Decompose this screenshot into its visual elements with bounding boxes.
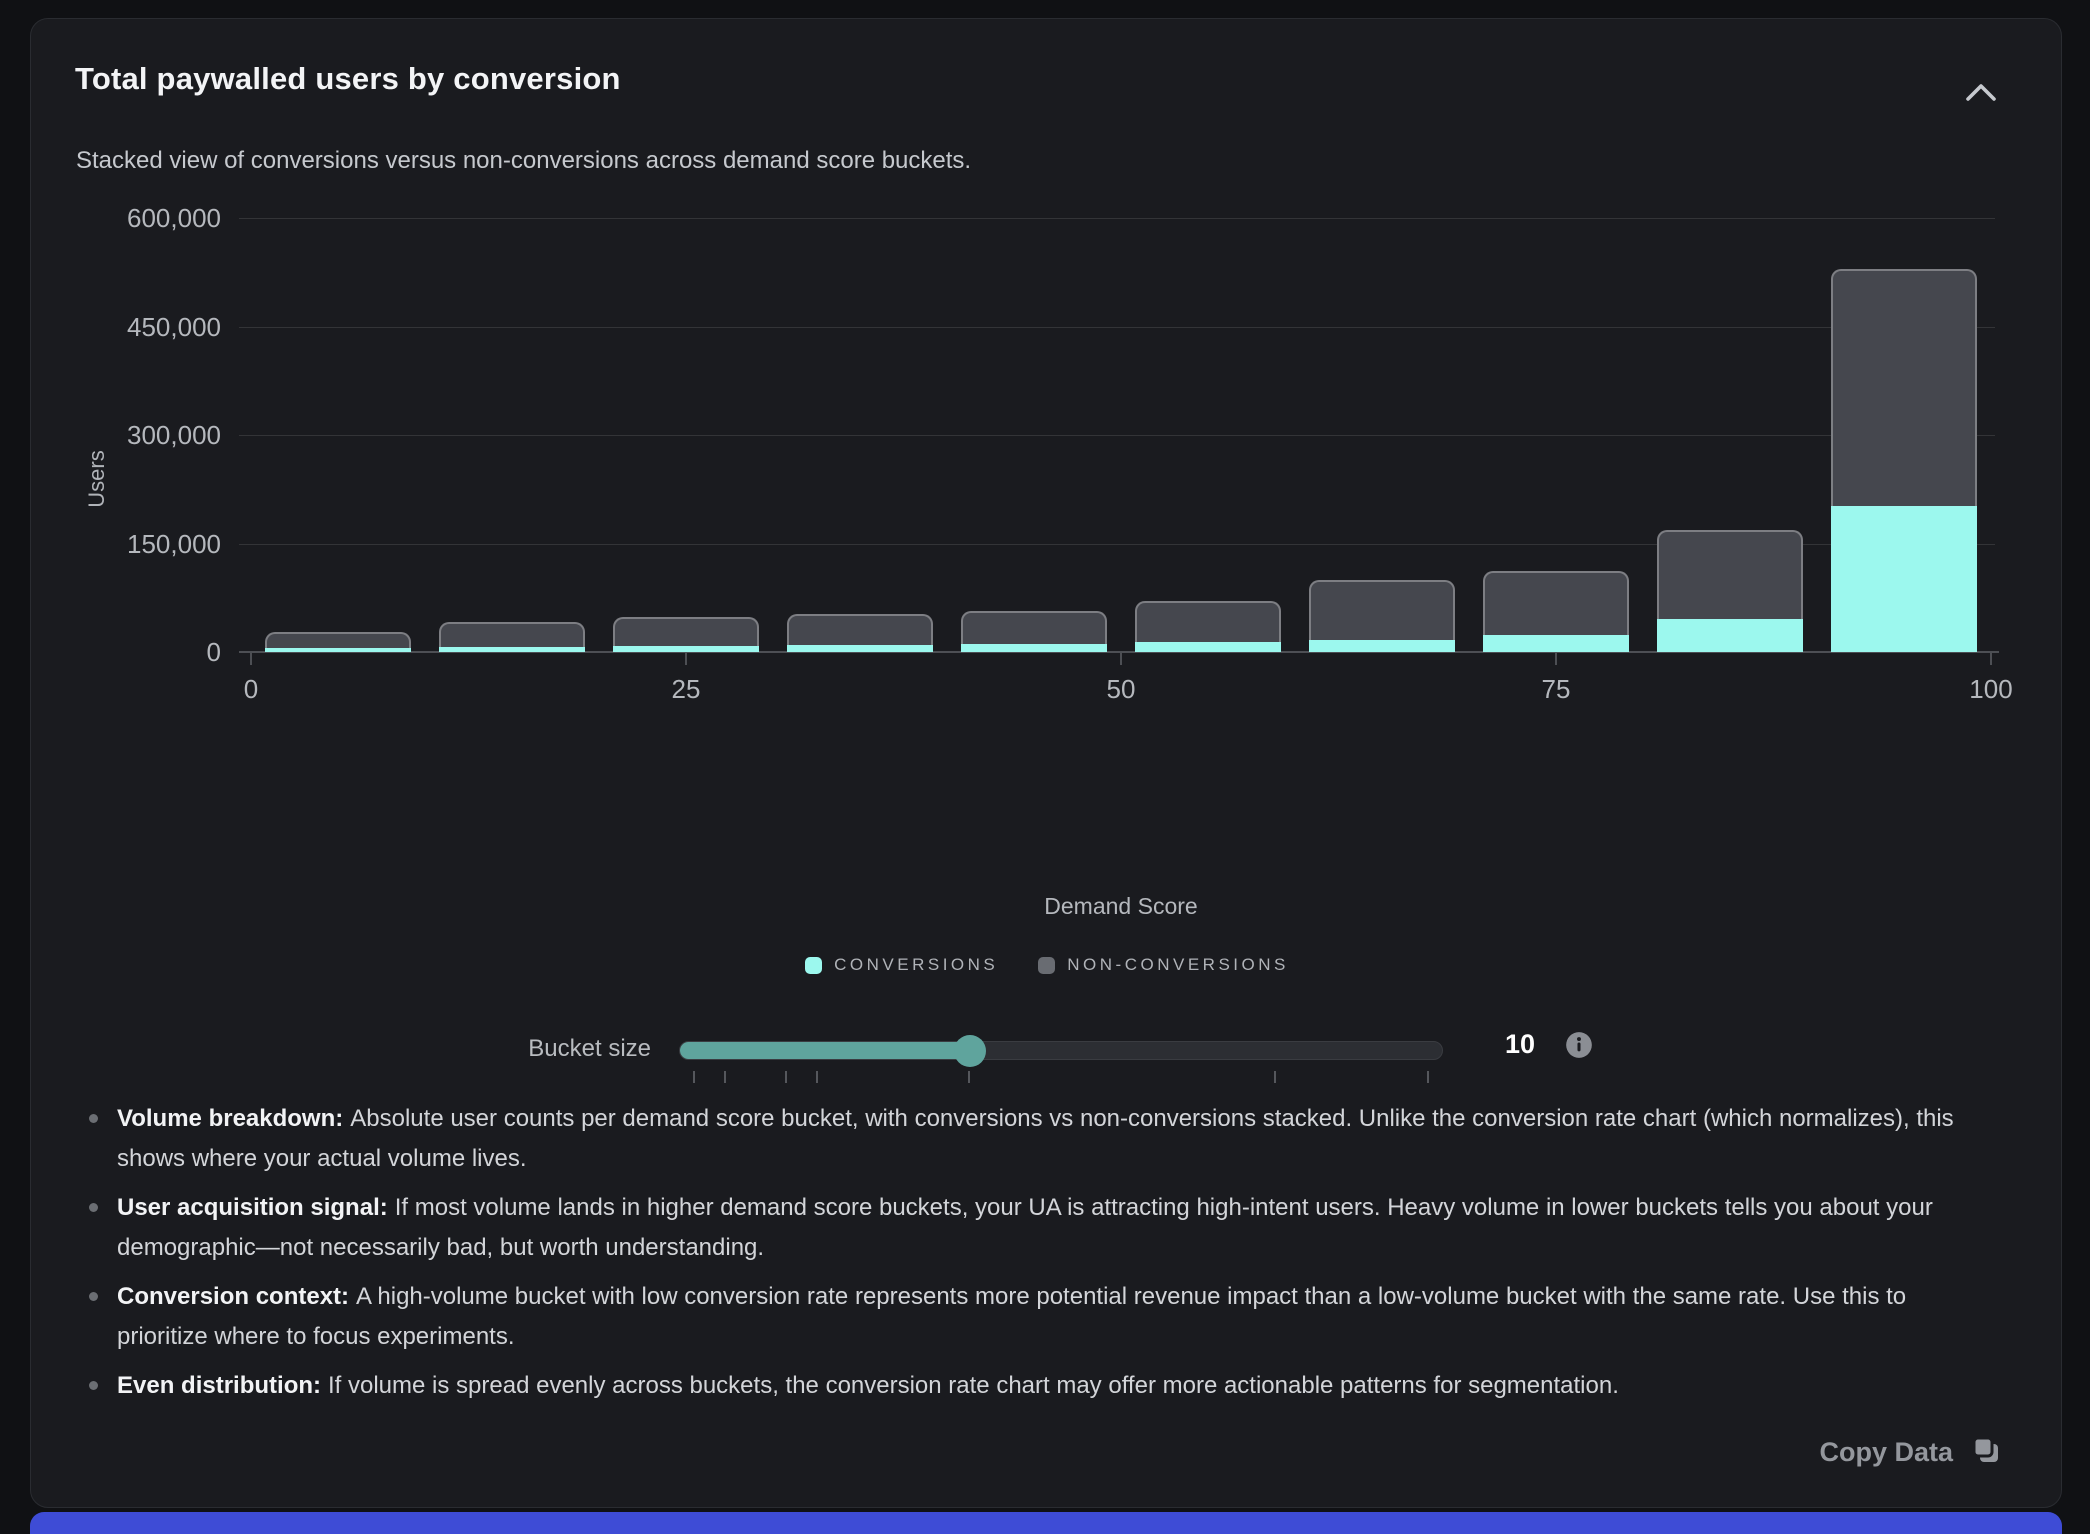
y-tick-label: 450,000 [127, 311, 221, 342]
bucket-size-value: 10 [1504, 1029, 1535, 1059]
stacked-bar-70-80 [1483, 571, 1629, 652]
x-tick-label: 75 [1541, 674, 1571, 704]
conversions-segment [613, 646, 759, 652]
bucket-size-slider[interactable] [679, 1035, 1443, 1067]
slider-tick-mark [968, 1071, 971, 1083]
stacked-bar-50-60 [1135, 601, 1281, 652]
chart-card: Total paywalled users by conversion Stac… [30, 18, 2062, 1508]
conversions-segment [1309, 640, 1455, 652]
x-tick-label: 100 [1969, 674, 2013, 704]
stacked-bar-90-100 [1831, 269, 1977, 652]
conversions-segment [439, 647, 585, 652]
gridline [239, 326, 1995, 328]
x-axis-title: Demand Score [1044, 893, 1198, 919]
copy-data-button[interactable]: Copy Data [1819, 1435, 2001, 1470]
x-tick-mark [250, 653, 252, 665]
x-axis-labels: 0 25 50 75 100 [244, 674, 2013, 708]
x-tick-mark [1555, 653, 1557, 665]
y-tick-label: 150,000 [127, 528, 221, 559]
conversions-segment [1657, 619, 1803, 652]
gridline [239, 543, 1995, 545]
slider-tick-mark [693, 1071, 696, 1083]
bullet-even-distribution: Even distribution: If volume is spread ev… [87, 1366, 1987, 1406]
slider-tick-mark [1273, 1071, 1276, 1083]
legend-item-conversions[interactable]: CONVERSIONS [805, 955, 998, 975]
page-title: Total paywalled users by conversion [75, 61, 621, 96]
x-axis-line [239, 651, 1999, 653]
gridline [239, 218, 1995, 219]
non-conversions-swatch-icon [1038, 956, 1056, 974]
x-tick-mark [1120, 653, 1122, 665]
slider-ticks [679, 1071, 1443, 1085]
stacked-bar-0-10 [265, 632, 411, 652]
info-icon [1565, 1032, 1593, 1062]
conversions-segment [1483, 635, 1629, 652]
conversions-swatch-icon [805, 956, 823, 974]
bucket-size-label: Bucket size [528, 1035, 651, 1062]
bullet-volume-breakdown: Volume breakdown: Absolute user counts pe… [87, 1099, 1987, 1179]
copy-icon [1971, 1435, 2001, 1470]
y-axis-title: Users [84, 450, 109, 508]
conversions-segment [961, 644, 1107, 652]
legend-label-non-conversions: NON-CONVERSIONS [1067, 955, 1289, 974]
y-tick-label: 0 [206, 637, 221, 667]
stacked-bar-60-70 [1309, 580, 1455, 652]
slider-fill [680, 1042, 971, 1059]
info-button[interactable] [1565, 1031, 1593, 1059]
legend-item-non-conversions[interactable]: NON-CONVERSIONS [1038, 955, 1289, 975]
collapse-button[interactable] [1959, 75, 2003, 111]
next-card-edge[interactable] [30, 1512, 2062, 1534]
conversions-segment [1135, 642, 1281, 652]
gridline [239, 435, 1995, 436]
stacked-bar-30-40 [787, 614, 933, 652]
legend: CONVERSIONS NON-CONVERSIONS [31, 955, 2063, 975]
plot-area [239, 218, 1999, 665]
x-tick-mark [1990, 653, 1992, 665]
chart-subtitle: Stacked view of conversions versus non-c… [76, 147, 972, 174]
stacked-bar-80-90 [1657, 530, 1803, 652]
conversions-segment [1831, 506, 1977, 652]
legend-label-conversions: CONVERSIONS [834, 955, 999, 974]
bullet-user-acquisition: User acquisition signal: If most volume l… [87, 1188, 1987, 1268]
stacked-bar-40-50 [961, 611, 1107, 652]
conversions-segment [787, 645, 933, 652]
stacked-bar-20-30 [613, 617, 759, 652]
x-tick-mark [685, 653, 687, 665]
chevron-up-icon [1964, 83, 1998, 107]
y-tick-label: 600,000 [127, 203, 221, 233]
x-tick-label: 25 [671, 674, 701, 704]
slider-tick-mark [815, 1071, 818, 1083]
stacked-bar-10-20 [439, 622, 585, 652]
y-tick-label: 300,000 [127, 420, 221, 450]
slider-tick-mark [1426, 1071, 1429, 1083]
x-tick-label: 50 [1106, 674, 1136, 704]
conversions-segment [265, 648, 411, 652]
slider-tick-mark [723, 1071, 726, 1083]
slider-handle[interactable] [954, 1035, 987, 1067]
copy-data-label: Copy Data [1819, 1437, 1953, 1467]
bullet-conversion-context: Conversion context: A high-volume bucket … [87, 1277, 1987, 1357]
insight-bullets: Volume breakdown: Absolute user counts pe… [87, 1099, 1987, 1415]
x-tick-label: 0 [243, 674, 259, 704]
slider-tick-mark [784, 1071, 787, 1083]
